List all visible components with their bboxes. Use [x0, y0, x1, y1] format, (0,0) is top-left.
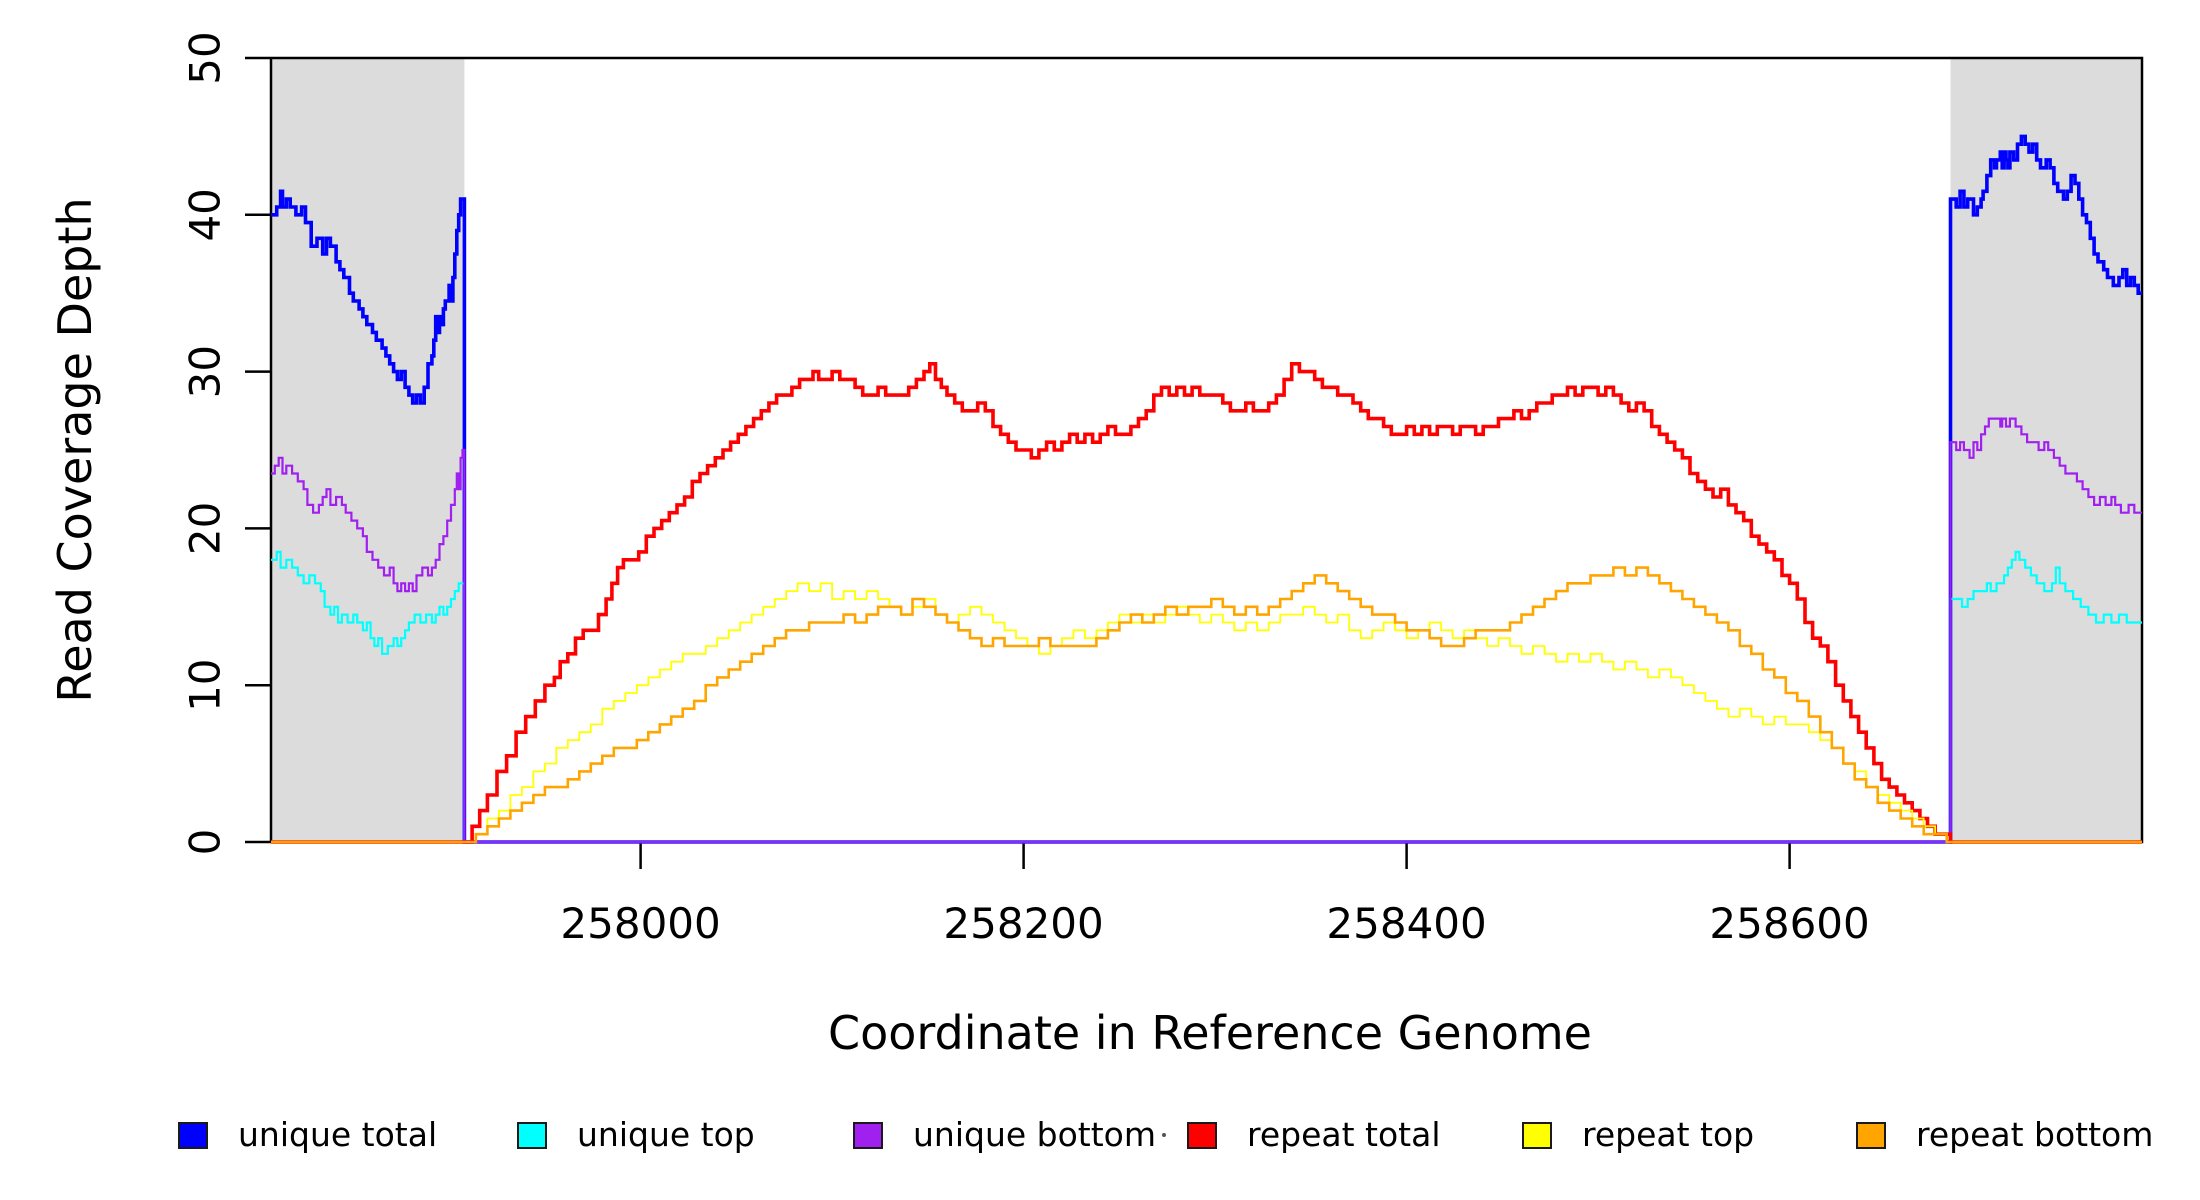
- legend: unique total unique top unique bottom repea…: [0, 1118, 2200, 1158]
- shaded-region-left: [271, 58, 465, 842]
- legend-label: repeat top: [1582, 1115, 1755, 1154]
- y-tick-label: 50: [181, 31, 230, 84]
- x-tick-label: 258000: [560, 899, 720, 948]
- x-axis-title: Coordinate in Reference Genome: [828, 1006, 1592, 1060]
- y-tick-label: 40: [181, 188, 230, 241]
- legend-swatch-repeat-bottom: [1856, 1121, 1886, 1149]
- x-tick-label: 258400: [1326, 899, 1486, 948]
- legend-label: repeat bottom: [1916, 1115, 2154, 1154]
- y-axis-title: Read Coverage Depth: [48, 197, 102, 703]
- stray-dot: [1162, 1133, 1166, 1137]
- series-repeat-total: [271, 362, 2142, 844]
- legend-item-repeat-total: repeat total: [1187, 1118, 1441, 1152]
- legend-swatch-repeat-total: [1187, 1121, 1217, 1149]
- legend-swatch-unique-bottom: [853, 1121, 883, 1149]
- series-repeat-top: [271, 582, 2142, 843]
- legend-label: unique top: [577, 1115, 755, 1154]
- y-tick-label: 0: [181, 829, 230, 856]
- series-unique-bottom: [271, 417, 2142, 844]
- y-tick-label: 10: [181, 658, 230, 711]
- y-tick-label: 20: [181, 502, 230, 555]
- legend-swatch-repeat-top: [1522, 1121, 1552, 1149]
- legend-swatch-unique-total: [178, 1121, 208, 1149]
- legend-label: repeat total: [1247, 1115, 1441, 1154]
- legend-item-repeat-bottom: repeat bottom: [1856, 1118, 2153, 1152]
- legend-label: unique total: [238, 1115, 438, 1154]
- x-tick-label: 258600: [1709, 899, 1869, 948]
- legend-swatch-unique-top: [517, 1121, 547, 1149]
- series-unique-total: [271, 134, 2142, 844]
- legend-label: unique bottom: [913, 1115, 1157, 1154]
- legend-item-unique-bottom: unique bottom: [853, 1118, 1156, 1152]
- y-tick-label: 30: [181, 345, 230, 398]
- plot-box: [269, 56, 2144, 844]
- x-tick-label: 258200: [943, 899, 1103, 948]
- shaded-region-right: [1950, 58, 2142, 842]
- legend-item-repeat-top: repeat top: [1522, 1118, 1754, 1152]
- series-repeat-bottom: [271, 566, 2142, 844]
- series-unique-top: [271, 550, 2142, 844]
- legend-item-unique-top: unique top: [517, 1118, 755, 1152]
- legend-item-unique-total: unique total: [178, 1118, 437, 1152]
- x-axis-title-row: Coordinate in Reference Genome: [0, 1010, 2200, 1056]
